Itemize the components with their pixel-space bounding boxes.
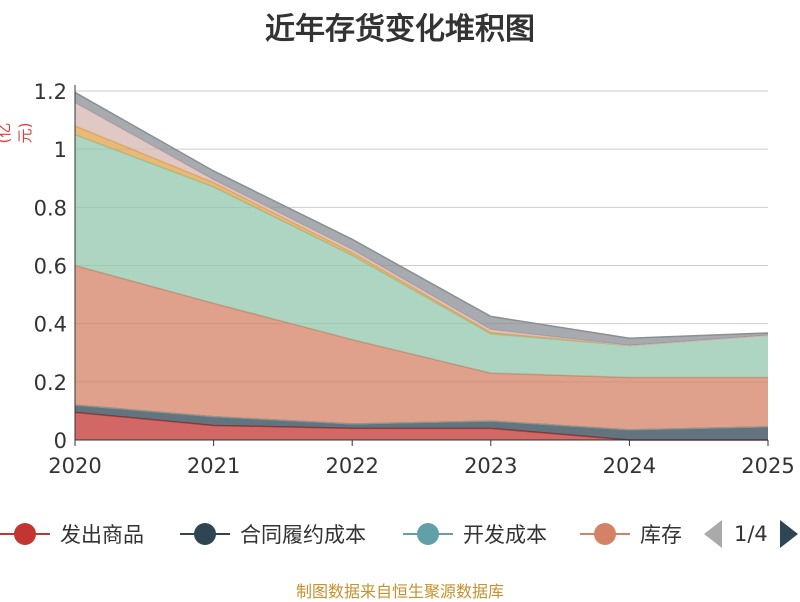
- legend-label: 开发成本: [463, 523, 547, 547]
- y-tick-label: 1.2: [34, 80, 67, 104]
- y-tick-label: 1: [54, 138, 67, 162]
- area-series: [75, 412, 768, 440]
- y-tick-label: 0.6: [34, 255, 67, 279]
- legend-item-kaiFaChengBen[interactable]: 开发成本: [403, 514, 547, 554]
- legend-marker-icon: [0, 522, 50, 546]
- x-tick-label: 2025: [741, 454, 794, 478]
- legend-marker-icon: [180, 522, 230, 546]
- legend-dot: [417, 523, 439, 545]
- legend-marker-icon: [403, 522, 453, 546]
- legend-pager: 1/4: [704, 514, 798, 554]
- source-note: 制图数据来自恒生聚源数据库: [295, 582, 504, 601]
- area-series: [75, 134, 768, 378]
- area-series: [75, 405, 768, 440]
- series-line: [74, 91, 769, 339]
- x-tick-label: 2022: [325, 454, 378, 478]
- legend-dot: [194, 523, 216, 545]
- y-tick-label: 0.8: [34, 196, 67, 220]
- x-tick-label: 2021: [187, 454, 240, 478]
- legend-label: 发出商品: [60, 523, 144, 547]
- legend-item-heTongLvYueChengBen[interactable]: 合同履约成本: [180, 514, 366, 554]
- legend-prev-page-icon[interactable]: [704, 520, 722, 548]
- x-tick-label: 2020: [48, 454, 101, 478]
- legend-marker-icon: [580, 522, 630, 546]
- legend-dot: [594, 523, 616, 545]
- x-tick-label: 2023: [464, 454, 517, 478]
- legend-dot: [14, 523, 36, 545]
- legend-page-indicator: 1/4: [734, 522, 768, 546]
- legend-item-kuCun[interactable]: 库存: [580, 514, 682, 554]
- legend-next-page-icon[interactable]: [779, 520, 798, 548]
- y-tick-label: 0.2: [34, 371, 67, 395]
- y-tick-label: 0: [54, 429, 67, 453]
- y-axis-unit-label: (亿元): [0, 122, 34, 144]
- legend-label: 合同履约成本: [240, 523, 366, 547]
- legend: 发出商品 合同履约成本 开发成本 库存 1/4: [0, 514, 800, 554]
- chart-title: 近年存货变化堆积图: [265, 12, 535, 47]
- area-series: [75, 265, 768, 430]
- y-tick-label: 0.4: [34, 313, 67, 337]
- legend-item-faChuShangPin[interactable]: 发出商品: [0, 514, 144, 554]
- legend-label: 库存: [640, 523, 682, 547]
- x-tick-label: 2024: [603, 454, 656, 478]
